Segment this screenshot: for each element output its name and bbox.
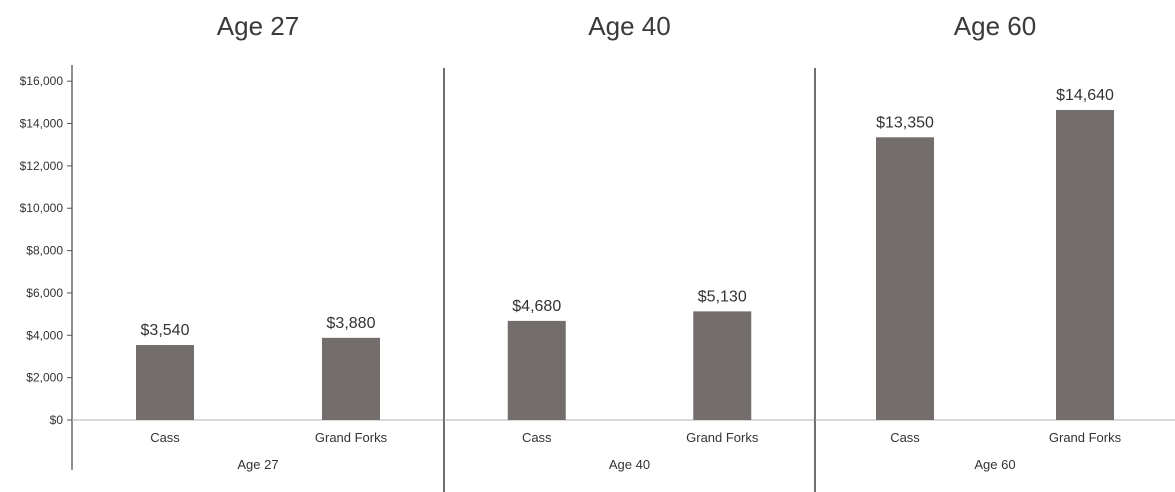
data-label: $3,540 bbox=[141, 322, 190, 339]
bar bbox=[507, 320, 566, 420]
group-label: Age 27 bbox=[237, 457, 278, 472]
panel-title: Age 27 bbox=[217, 11, 299, 41]
category-label: Grand Forks bbox=[1049, 430, 1122, 445]
group-label: Age 40 bbox=[609, 457, 650, 472]
panel-title: Age 60 bbox=[954, 11, 1036, 41]
y-tick-label: $4,000 bbox=[26, 328, 63, 342]
y-tick-label: $2,000 bbox=[26, 371, 63, 385]
data-label: $5,130 bbox=[698, 288, 747, 305]
data-label: $14,640 bbox=[1056, 87, 1114, 104]
y-tick-label: $0 bbox=[50, 413, 64, 427]
category-label: Grand Forks bbox=[315, 430, 388, 445]
category-label: Grand Forks bbox=[686, 430, 759, 445]
data-label: $13,350 bbox=[876, 114, 934, 131]
category-label: Cass bbox=[890, 430, 920, 445]
category-label: Cass bbox=[522, 430, 552, 445]
bar bbox=[693, 311, 752, 420]
group-label: Age 60 bbox=[974, 457, 1015, 472]
bar bbox=[876, 137, 934, 420]
y-tick-label: $8,000 bbox=[26, 244, 63, 258]
data-label: $3,880 bbox=[327, 315, 376, 332]
y-tick-label: $6,000 bbox=[26, 286, 63, 300]
category-label: Cass bbox=[150, 430, 180, 445]
bar bbox=[136, 345, 194, 420]
y-tick-label: $10,000 bbox=[20, 201, 64, 215]
panel-title: Age 40 bbox=[588, 11, 670, 41]
bar bbox=[1056, 109, 1114, 420]
y-tick-label: $16,000 bbox=[20, 74, 64, 88]
y-tick-label: $14,000 bbox=[20, 117, 64, 131]
bar bbox=[322, 337, 380, 420]
data-label: $4,680 bbox=[512, 298, 561, 315]
y-tick-label: $12,000 bbox=[20, 159, 64, 173]
